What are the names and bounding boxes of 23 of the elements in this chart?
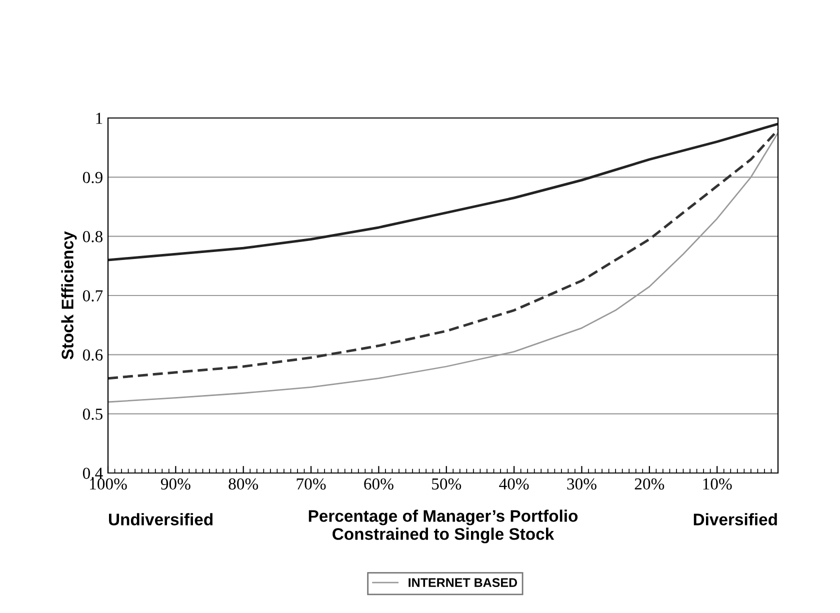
- x-tick-label: 90%: [160, 478, 190, 490]
- y-tick-label: 0.8: [82, 231, 103, 242]
- x-tick-label: 80%: [228, 478, 258, 490]
- y-tick-label: 0.7: [82, 290, 103, 302]
- y-tick-label: 1: [96, 112, 102, 124]
- y-tick-label: 0.4: [82, 468, 103, 480]
- legend-label: INTERNET BASED: [408, 578, 518, 588]
- x-tick-label: 20%: [634, 478, 664, 490]
- y-axis-title: Stock Efficiency: [61, 231, 77, 360]
- x-tick-label: 10%: [703, 478, 732, 490]
- x-tick-label: 40%: [499, 478, 529, 490]
- x-tick-label: 60%: [364, 478, 394, 490]
- x-tick-label: 100%: [90, 478, 127, 490]
- x-tick-label: 70%: [296, 478, 326, 490]
- text: Diversified: [694, 513, 777, 526]
- x-tick-label: 50%: [432, 478, 462, 490]
- y-tick-label: 0.6: [82, 349, 103, 361]
- y-tick-label: 0.5: [82, 408, 102, 420]
- y-tick-label: 0.9: [82, 172, 102, 184]
- x-tick-label: 30%: [567, 478, 596, 490]
- line-series: [108, 122, 778, 262]
- text: Undiversified: [109, 513, 212, 526]
- x-axis-title: Percentage of Manager’s Portfolio Constrained to Single Stock: [308, 510, 578, 544]
